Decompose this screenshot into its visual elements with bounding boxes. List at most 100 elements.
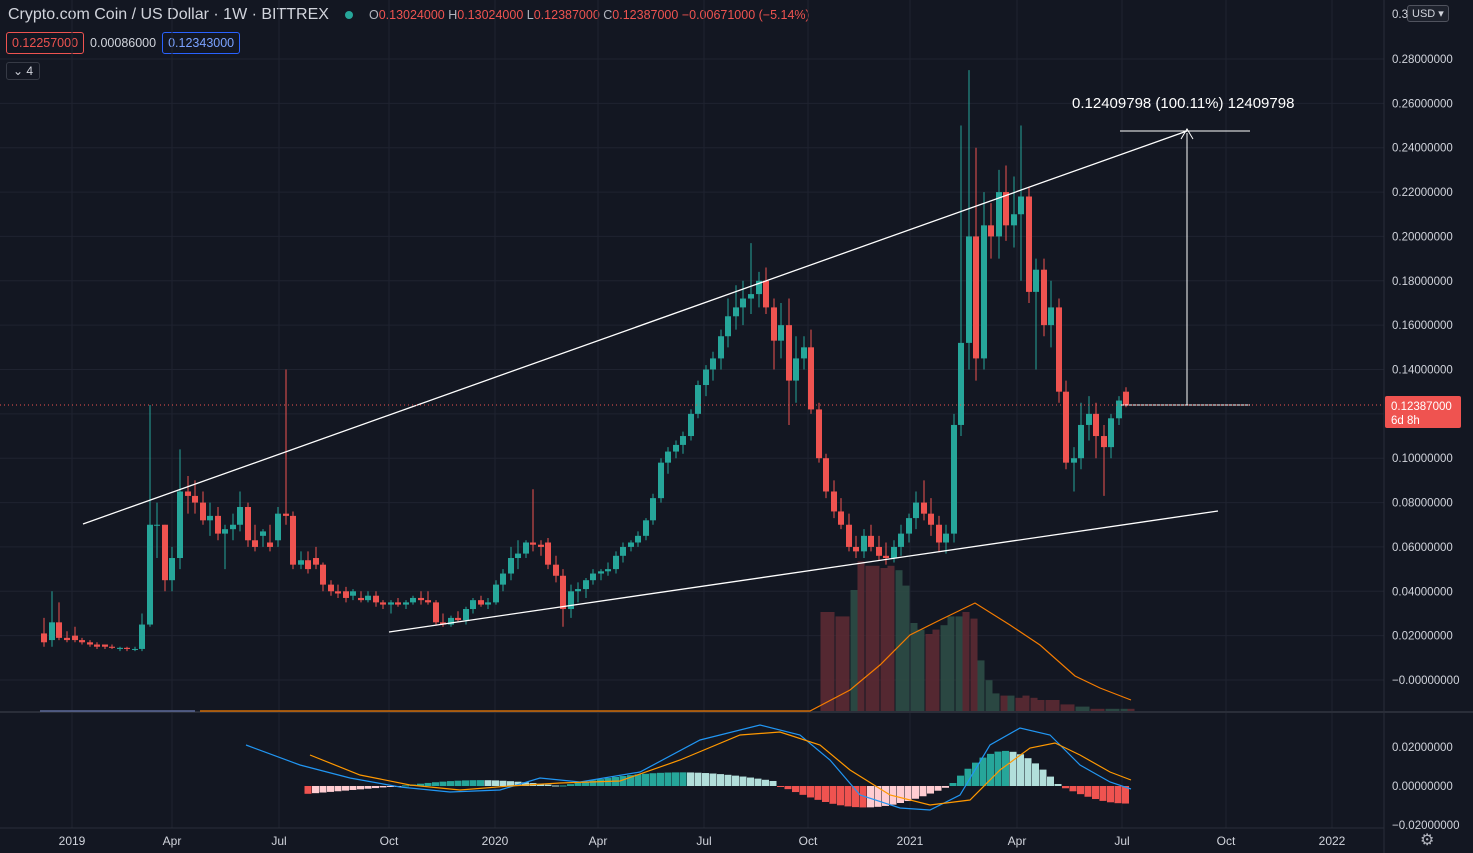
price-axis-label: 0.28000000: [1392, 54, 1453, 66]
candle-body: [388, 602, 394, 605]
macd-histogram-bar: [462, 780, 469, 786]
candle-body: [988, 225, 994, 237]
volume-bar: [1067, 704, 1075, 711]
volume-bar: [955, 616, 963, 711]
macd-histogram-bar: [1054, 783, 1062, 786]
candle-body: [665, 451, 671, 463]
candle-body: [328, 584, 334, 592]
candle-body: [455, 617, 461, 621]
candle-body: [132, 648, 138, 650]
market-status-icon: [344, 11, 353, 19]
macd-histogram-bar: [927, 786, 934, 794]
macd-histogram-bar: [619, 776, 627, 786]
macd-histogram-bar: [1024, 758, 1032, 786]
time-axis-label: 2020: [482, 834, 509, 848]
volume-bar: [1060, 704, 1068, 711]
volume-bar: [1120, 708, 1128, 711]
macd-histogram-bar: [1099, 786, 1107, 801]
lower-trend-line: [388, 510, 1219, 633]
volume-bar: [985, 680, 993, 711]
volume-bar: [1015, 697, 1023, 711]
candle-body: [643, 520, 649, 536]
volume-bar: [1000, 695, 1008, 711]
candle-body: [973, 236, 979, 359]
candle-body: [598, 571, 604, 574]
volume-bar: [917, 629, 925, 711]
macd-histogram-bar: [1047, 776, 1054, 786]
macd-histogram-bar: [1107, 786, 1114, 803]
candle-body: [79, 640, 85, 643]
candle-body: [943, 533, 949, 543]
macd-histogram-bar: [672, 772, 679, 786]
volume-bar: [820, 612, 828, 711]
price-axis-label: 0.02000000: [1392, 631, 1453, 643]
candle-body: [928, 513, 934, 525]
price-axis-label: 0.04000000: [1392, 586, 1453, 598]
macd-histogram-bar: [987, 753, 994, 786]
measure-label: 0.12409798 (100.11%) 12409798: [1072, 95, 1294, 112]
sell-price-button[interactable]: 0.12257000: [6, 32, 85, 54]
macd-histogram-bar: [312, 786, 319, 794]
candle-body: [1078, 424, 1084, 459]
buy-price-button[interactable]: 0.12343000: [162, 32, 241, 54]
candle-body: [703, 369, 709, 386]
volume-bar: [865, 565, 873, 711]
macd-histogram-bar: [702, 773, 709, 786]
macd-histogram-bar: [559, 785, 567, 787]
price-axis-label: 0.10000000: [1392, 453, 1453, 465]
macd-histogram-bar: [1009, 751, 1017, 786]
macd-histogram-bar: [627, 775, 634, 786]
volume-bar: [850, 590, 858, 711]
candle-body: [876, 546, 882, 556]
candle-body: [177, 491, 183, 559]
candle-body: [56, 622, 62, 638]
macd-histogram-bar: [1092, 786, 1099, 800]
volume-bar: [835, 616, 843, 711]
macd-histogram-bar: [904, 786, 912, 802]
macd-histogram-bar: [694, 772, 702, 786]
macd-histogram-bar: [522, 782, 529, 786]
currency-select[interactable]: USD ▾: [1407, 5, 1449, 22]
candle-body: [725, 316, 731, 337]
macd-histogram-bar: [642, 773, 649, 786]
candle-body: [109, 646, 115, 648]
macd-histogram-bar: [679, 772, 687, 786]
candle-body: [335, 591, 341, 594]
candle-body: [560, 575, 566, 610]
volume-bar: [910, 623, 918, 711]
macd-histogram-bar: [784, 786, 792, 790]
macd-histogram-bar: [912, 786, 919, 799]
gear-icon[interactable]: ⚙: [1420, 832, 1435, 849]
candle-body: [215, 515, 221, 534]
candle-body: [365, 595, 371, 601]
macd-histogram-bar: [709, 773, 717, 786]
macd-histogram-bar: [867, 786, 874, 808]
candle-body: [816, 409, 822, 459]
candle-body: [861, 535, 867, 552]
volume-bar: [1007, 695, 1015, 711]
candle-body: [313, 558, 319, 565]
price-axis-label: 0.14000000: [1392, 365, 1453, 377]
volume-bar: [932, 629, 940, 711]
macd-histogram-bar: [979, 757, 987, 786]
macd-histogram-bar: [762, 779, 769, 786]
volume-bar: [842, 616, 850, 711]
indicators-toggle[interactable]: ⌄ 4: [6, 62, 41, 80]
symbol-title[interactable]: Crypto.com Coin / US Dollar · 1W · BITTR…: [8, 6, 329, 23]
candle-body: [891, 546, 897, 559]
candle-body: [147, 524, 153, 625]
candle-body: [823, 458, 829, 492]
candle-body: [139, 624, 145, 649]
macd-histogram-bar: [402, 785, 409, 787]
volume-bar: [1037, 700, 1045, 711]
volume-bar: [977, 660, 985, 711]
price-axis-label: 0.06000000: [1392, 542, 1453, 554]
macd-histogram-bar: [439, 781, 447, 786]
candle-body: [493, 584, 499, 603]
candle-body: [538, 544, 544, 547]
candle-body: [1041, 269, 1047, 326]
candle-body: [545, 542, 551, 565]
candle-body: [87, 642, 93, 645]
candle-body: [320, 564, 326, 585]
